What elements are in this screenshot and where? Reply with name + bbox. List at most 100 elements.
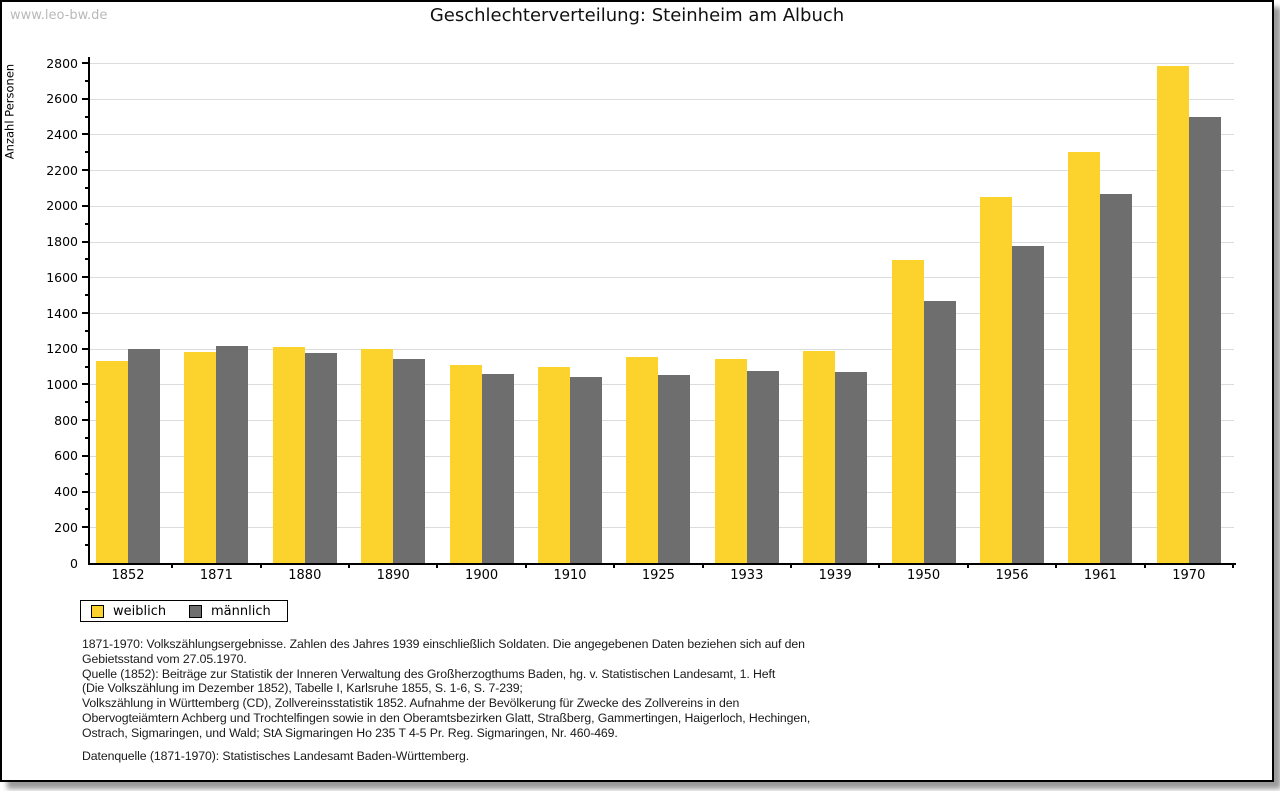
y-axis-tick xyxy=(82,454,90,457)
y-axis-tick xyxy=(85,115,90,118)
bar-männlich-1880 xyxy=(304,353,337,563)
y-axis-tick xyxy=(82,240,90,243)
bar-weiblich-1956 xyxy=(980,196,1012,563)
x-tick-label: 1961 xyxy=(1083,568,1117,583)
bar-weiblich-1939 xyxy=(803,351,836,563)
gridline xyxy=(90,98,1234,100)
y-axis-tick xyxy=(85,258,90,261)
y-tick-label: 2600 xyxy=(46,91,78,107)
y-tick-label: 800 xyxy=(54,412,78,428)
x-axis-tick xyxy=(613,563,616,568)
y-axis-tick xyxy=(85,365,90,368)
bar-weiblich-1970 xyxy=(1156,65,1189,563)
bar-männlich-1910 xyxy=(570,377,602,563)
bar-männlich-1950 xyxy=(923,301,956,563)
bar-weiblich-1925 xyxy=(626,356,659,563)
x-tick-label: 1933 xyxy=(730,568,764,583)
legend-label-weiblich: weiblich xyxy=(113,603,167,619)
footer-note-line: Volkszählung in Württemberg (CD), Zollve… xyxy=(82,696,740,711)
footer-note-line: Obervogteiämtern Achberg und Trochtelfin… xyxy=(82,710,811,725)
footer-note-line: Gebietsstand vom 27.05.1970. xyxy=(82,651,247,666)
y-tick-label: 1800 xyxy=(46,234,78,250)
gridline xyxy=(90,63,1234,64)
bar-männlich-1871 xyxy=(216,346,249,563)
y-axis-tick xyxy=(82,419,90,422)
x-tick-label: 1956 xyxy=(995,568,1029,583)
source-notes: 1871-1970: Volkszählungsergebnisse. Zahl… xyxy=(82,637,1252,763)
legend-swatch-weiblich xyxy=(91,604,104,618)
bar-männlich-1890 xyxy=(393,358,426,563)
x-axis-tick xyxy=(436,563,439,568)
y-axis-tick xyxy=(82,204,90,207)
y-tick-label: 2800 xyxy=(46,55,78,71)
footer-note-line: (Die Volkszählung im Dezember 1852), Tab… xyxy=(82,681,523,696)
y-tick-label: 600 xyxy=(54,448,78,464)
bar-männlich-1939 xyxy=(835,371,868,563)
y-axis-tick xyxy=(85,79,90,82)
y-tick-label: 1600 xyxy=(46,269,78,285)
y-axis-tick xyxy=(85,437,90,439)
footer-note-line: Ostrach, Sigmaringen, und Wald; StA Sigm… xyxy=(82,725,618,740)
x-tick-label: 1910 xyxy=(553,568,587,583)
y-axis-tick xyxy=(82,383,90,386)
legend-label-maennlich: männlich xyxy=(211,603,271,619)
x-axis-tick xyxy=(171,563,174,568)
gridline xyxy=(90,313,1234,314)
bar-männlich-1900 xyxy=(481,373,514,563)
y-axis-tick xyxy=(82,62,90,64)
y-tick-label: 2400 xyxy=(46,126,78,142)
plot-area: 0 200 400 600 800 1000 1200 1400 1600 1800 2000 220… xyxy=(46,56,1234,583)
legend-swatch-maennlich xyxy=(189,604,202,618)
x-axis-tick xyxy=(878,563,881,568)
y-axis-label: Anzahl Personen xyxy=(2,63,17,160)
x-axis-tick xyxy=(524,563,527,568)
y-tick-label: 1400 xyxy=(46,305,78,321)
y-tick-label: 1200 xyxy=(46,341,78,357)
gridline xyxy=(90,241,1234,243)
bar-männlich-1933 xyxy=(746,371,779,563)
footer-note-line: 1871-1970: Volkszählungsergebnisse. Zahl… xyxy=(82,637,805,651)
y-tick-label: 1000 xyxy=(46,376,78,392)
y-tick-label: 200 xyxy=(54,519,78,535)
bar-männlich-1852 xyxy=(128,348,160,563)
y-axis-tick xyxy=(85,222,90,225)
x-tick-label: 1900 xyxy=(465,568,499,583)
y-axis-tick xyxy=(85,544,90,547)
x-tick-label: 1925 xyxy=(641,568,675,583)
bar-männlich-1970 xyxy=(1188,117,1221,563)
x-tick-label: 1970 xyxy=(1172,568,1206,583)
x-axis-tick xyxy=(1055,563,1058,568)
y-tick-label: 400 xyxy=(54,484,78,500)
gridline xyxy=(90,277,1234,279)
gridline xyxy=(90,348,1234,350)
legend-item-weiblich: weiblich xyxy=(91,604,189,619)
y-axis-tick xyxy=(85,151,90,154)
bar-männlich-1925 xyxy=(658,374,691,563)
bar-weiblich-1961 xyxy=(1068,152,1101,563)
footer-note-line: Quelle (1852): Beiträge zur Statistik de… xyxy=(82,666,776,681)
bar-weiblich-1871 xyxy=(184,352,217,563)
y-axis-tick xyxy=(82,526,90,529)
x-axis-tick xyxy=(790,563,792,568)
bar-männlich-1956 xyxy=(1012,246,1044,563)
datasource-line: Datenquelle (1871-1970): Statistisches L… xyxy=(82,748,470,763)
x-axis-tick xyxy=(348,563,350,568)
x-tick-label: 1852 xyxy=(111,568,145,583)
y-tick-label: 0 xyxy=(70,555,78,571)
bar-männlich-1961 xyxy=(1100,194,1133,563)
x-axis-tick xyxy=(966,563,969,568)
x-tick-label: 1939 xyxy=(818,568,852,583)
y-axis-tick xyxy=(82,276,90,279)
y-axis-tick xyxy=(85,472,90,475)
bar-weiblich-1852 xyxy=(96,361,128,563)
gridline xyxy=(90,205,1234,207)
y-axis-tick xyxy=(85,329,90,332)
footer-notes: 1871-1970: Volkszählungsergebnisse. Zahl… xyxy=(82,637,1252,741)
bar-weiblich-1880 xyxy=(272,346,305,563)
y-axis-tick xyxy=(85,187,90,189)
y-axis-tick xyxy=(82,312,90,314)
x-tick-label: 1880 xyxy=(288,568,322,583)
x-axis-tick xyxy=(259,563,262,568)
bar-weiblich-1890 xyxy=(361,348,394,563)
